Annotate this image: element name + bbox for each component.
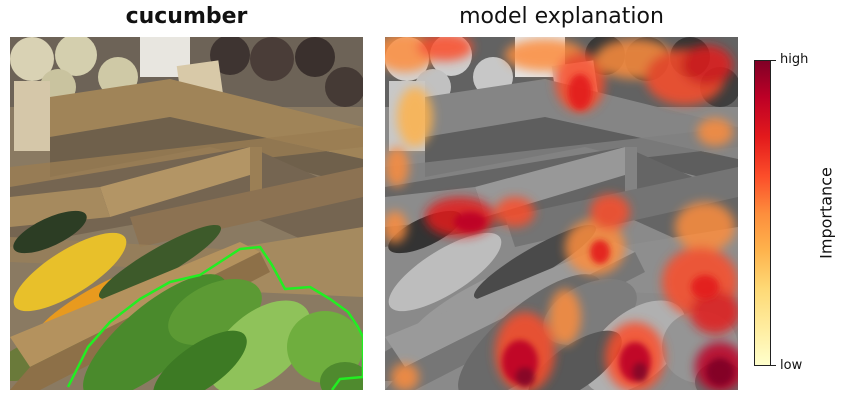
colorbar-high-label: high [780,52,809,67]
left-panel-title: cucumber [125,4,248,29]
colorbar-tick-low [771,365,776,366]
original-image-panel [10,37,363,390]
colorbar-low-label: low [780,358,803,373]
explanation-heatmap-image [385,37,738,390]
colorbar-tick-high [771,60,776,61]
explanation-image-panel [385,37,738,390]
right-panel-title: model explanation [459,4,664,29]
colorbar-axis-label: Importance [816,167,836,259]
market-photo-image [10,37,363,390]
segmentation-outline [66,245,363,390]
importance-colorbar [754,60,771,366]
